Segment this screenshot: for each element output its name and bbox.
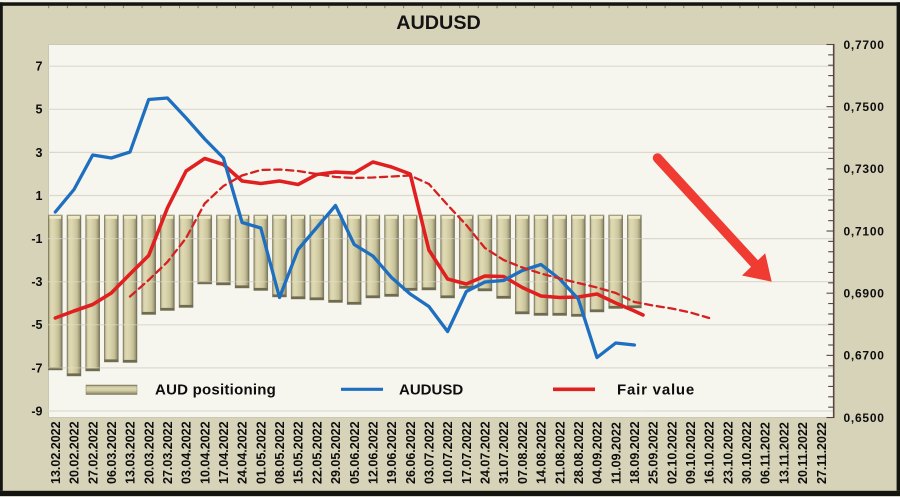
svg-text:03.07.2022: 03.07.2022 [423, 421, 437, 484]
svg-text:0,6900: 0,6900 [844, 287, 885, 301]
svg-text:09.10.2022: 09.10.2022 [684, 421, 698, 484]
svg-text:15.05.2022: 15.05.2022 [292, 421, 306, 484]
svg-text:AUD positioning: AUD positioning [155, 382, 276, 399]
svg-text:0,7500: 0,7500 [844, 100, 885, 114]
svg-text:24.07.2022: 24.07.2022 [479, 421, 493, 484]
svg-text:20.03.2022: 20.03.2022 [142, 421, 156, 484]
svg-text:1: 1 [36, 189, 43, 203]
svg-text:06.11.2022: 06.11.2022 [759, 422, 773, 484]
svg-text:13.03.2022: 13.03.2022 [124, 421, 138, 484]
svg-text:20.11.2022: 20.11.2022 [796, 422, 810, 484]
svg-text:0,7300: 0,7300 [844, 162, 885, 176]
svg-text:31.07.2022: 31.07.2022 [497, 421, 511, 484]
svg-text:-9: -9 [31, 404, 42, 418]
svg-text:24.04.2022: 24.04.2022 [236, 421, 250, 484]
svg-text:08.05.2022: 08.05.2022 [273, 421, 287, 484]
svg-text:07.08.2022: 07.08.2022 [516, 421, 530, 484]
svg-text:21.08.2022: 21.08.2022 [553, 421, 567, 484]
svg-text:22.05.2022: 22.05.2022 [310, 421, 324, 484]
svg-text:20.02.2022: 20.02.2022 [68, 421, 82, 484]
svg-text:23.10.2022: 23.10.2022 [721, 421, 735, 484]
svg-text:25.09.2022: 25.09.2022 [647, 421, 661, 484]
svg-text:13.02.2022: 13.02.2022 [49, 421, 63, 484]
svg-text:-5: -5 [31, 318, 42, 332]
svg-text:0,7100: 0,7100 [844, 224, 885, 238]
svg-text:05.06.2022: 05.06.2022 [348, 421, 362, 484]
svg-text:19.06.2022: 19.06.2022 [385, 421, 399, 484]
svg-text:7: 7 [36, 60, 43, 74]
svg-text:17.07.2022: 17.07.2022 [460, 421, 474, 484]
svg-text:0,7700: 0,7700 [844, 38, 885, 52]
svg-text:28.08.2022: 28.08.2022 [572, 421, 586, 484]
svg-text:16.10.2022: 16.10.2022 [703, 421, 717, 484]
svg-text:29.05.2022: 29.05.2022 [329, 421, 343, 484]
svg-text:27.11.2022: 27.11.2022 [815, 422, 829, 484]
svg-text:12.06.2022: 12.06.2022 [367, 421, 381, 484]
svg-text:-7: -7 [31, 361, 42, 375]
svg-text:-3: -3 [31, 275, 42, 289]
svg-text:17.04.2022: 17.04.2022 [217, 421, 231, 484]
svg-text:03.04.2022: 03.04.2022 [180, 421, 194, 484]
svg-text:0,6500: 0,6500 [844, 411, 885, 425]
svg-text:AUDUSD: AUDUSD [396, 12, 481, 34]
svg-text:14.08.2022: 14.08.2022 [535, 421, 549, 484]
svg-text:27.02.2022: 27.02.2022 [86, 421, 100, 484]
svg-text:Fair value: Fair value [617, 382, 695, 399]
svg-text:27.03.2022: 27.03.2022 [161, 421, 175, 484]
svg-text:18.09.2022: 18.09.2022 [628, 421, 642, 484]
svg-text:02.10.2022: 02.10.2022 [665, 421, 679, 484]
svg-text:30.10.2022: 30.10.2022 [740, 421, 754, 484]
svg-text:10.07.2022: 10.07.2022 [441, 421, 455, 484]
svg-text:01.05.2022: 01.05.2022 [254, 421, 268, 484]
svg-text:0,6700: 0,6700 [844, 349, 885, 363]
svg-text:26.06.2022: 26.06.2022 [404, 421, 418, 484]
svg-text:11.09.2022: 11.09.2022 [609, 422, 623, 484]
svg-text:13.11.2022: 13.11.2022 [777, 422, 791, 484]
svg-text:-1: -1 [31, 232, 42, 246]
svg-text:10.04.2022: 10.04.2022 [198, 421, 212, 484]
svg-text:AUDUSD: AUDUSD [399, 382, 463, 399]
svg-text:5: 5 [36, 103, 43, 117]
svg-text:3: 3 [36, 146, 43, 160]
svg-text:06.03.2022: 06.03.2022 [105, 421, 119, 484]
svg-text:04.09.2022: 04.09.2022 [591, 421, 605, 484]
